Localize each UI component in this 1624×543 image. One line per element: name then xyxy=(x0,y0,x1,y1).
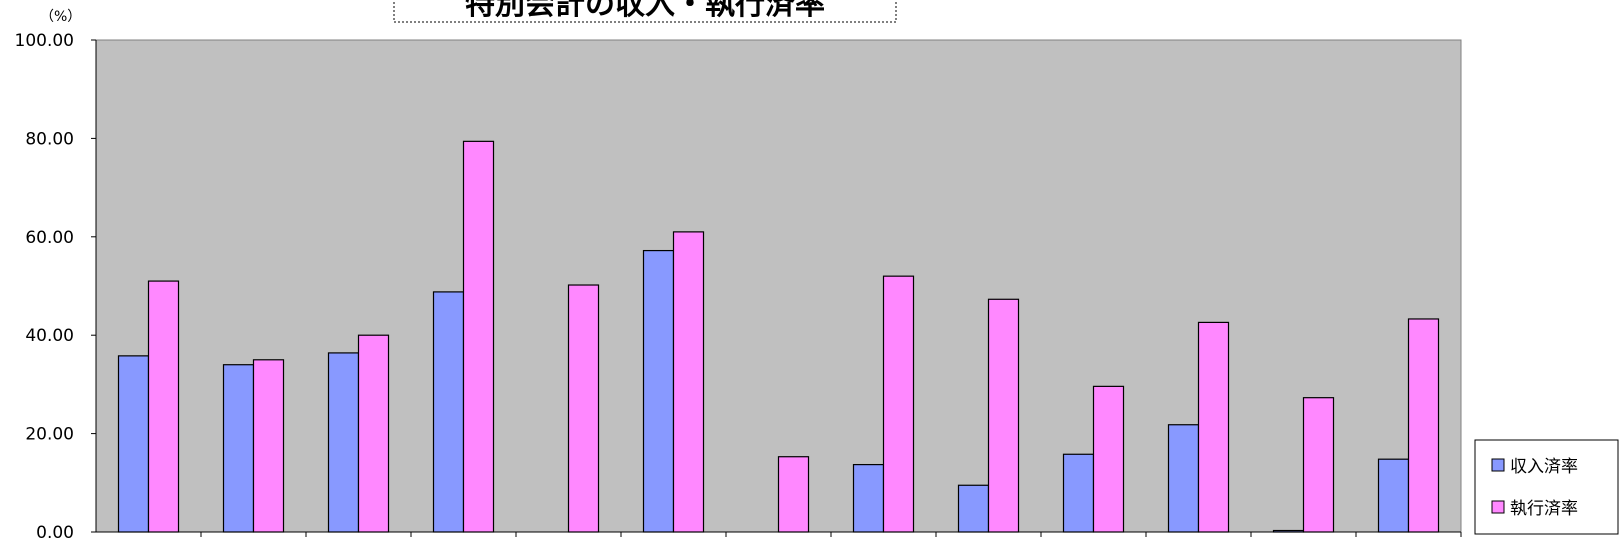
chart-title: 特別会計の収入・執行済率 xyxy=(393,0,897,23)
bar-shikko-13 xyxy=(1407,318,1440,533)
bar-shikko-9 xyxy=(987,298,1020,533)
bar-shunyu-9 xyxy=(957,484,990,533)
bar-shikko-5 xyxy=(567,284,600,533)
bar-shikko-12 xyxy=(1302,397,1335,533)
plot-area xyxy=(95,39,1462,533)
chart-title-text: 特別会計の収入・執行済率 xyxy=(465,0,825,22)
legend-swatch-shunyu xyxy=(1491,458,1505,472)
bar-shikko-1 xyxy=(147,280,180,533)
legend-label-shunyu: 収入済率 xyxy=(1510,457,1578,477)
axes xyxy=(95,40,1462,537)
bar-shunyu-3 xyxy=(327,352,360,533)
bar-shikko-2 xyxy=(252,359,285,533)
y-tick-label: 100.00 xyxy=(15,31,74,51)
y-tick-label: 20.00 xyxy=(25,425,74,445)
y-tick-label: 80.00 xyxy=(25,129,74,149)
bar-shunyu-10 xyxy=(1062,453,1095,533)
bar-shunyu-13 xyxy=(1377,458,1410,533)
y-tick-label: 60.00 xyxy=(25,228,74,248)
y-axis-ticks: 0.00 20.00 40.00 60.00 80.00 100.00 xyxy=(15,31,96,543)
bar-shunyu-1 xyxy=(117,355,150,533)
bars xyxy=(117,140,1440,533)
y-axis-unit: （%） xyxy=(40,9,81,25)
legend-box xyxy=(1474,439,1619,535)
bar-shikko-6 xyxy=(672,231,705,533)
legend-label-shikko: 執行済率 xyxy=(1510,499,1578,519)
y-tick-label: 0.00 xyxy=(36,523,74,543)
bar-shikko-10 xyxy=(1092,385,1125,533)
bar-shunyu-8 xyxy=(852,463,885,533)
bar-shikko-8 xyxy=(882,275,915,533)
bar-shunyu-2 xyxy=(222,364,255,533)
y-tick-label: 40.00 xyxy=(25,326,74,346)
bar-shikko-7 xyxy=(777,456,810,533)
bar-shikko-4 xyxy=(462,140,495,533)
legend: 収入済率 執行済率 xyxy=(1474,439,1619,535)
bar-shunyu-4 xyxy=(432,291,465,533)
bar-shikko-11 xyxy=(1197,321,1230,533)
legend-swatch-shikko xyxy=(1491,500,1505,514)
chart-title-box xyxy=(393,0,897,23)
bar-shunyu-11 xyxy=(1167,424,1200,533)
bar-shikko-3 xyxy=(357,334,390,533)
bar-shunyu-6 xyxy=(642,249,675,533)
